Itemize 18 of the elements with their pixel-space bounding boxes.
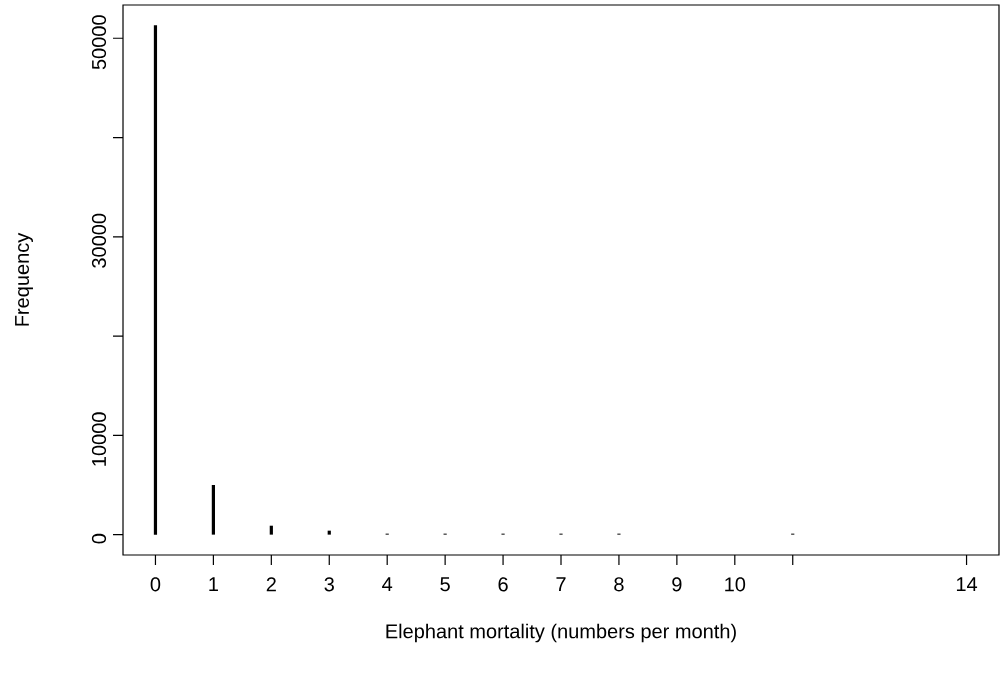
x-tick-label: 14 [956, 577, 978, 592]
y-tick-label: 50000 [91, 15, 107, 70]
x-tick-label: 2 [266, 577, 276, 592]
x-tick-label: 9 [672, 577, 682, 592]
x-tick-label: 5 [440, 577, 450, 592]
x-tick-label: 1 [209, 577, 218, 592]
x-tick-label: 8 [614, 577, 624, 592]
y-axis-title: Frequency [15, 232, 33, 326]
y-tick-label: 0 [91, 533, 107, 544]
y-tick-label: 10000 [91, 412, 107, 466]
x-tick-label: 7 [556, 577, 566, 592]
x-tick-label: 6 [498, 577, 508, 592]
x-axis-title: Elephant mortality (numbers per month) [386, 623, 736, 643]
x-tick-label: 0 [150, 577, 161, 592]
x-tick-label: 4 [382, 577, 393, 592]
x-tick-label: 3 [324, 577, 334, 592]
y-tick-label: 30000 [91, 213, 107, 268]
x-tick-label: 10 [725, 577, 746, 592]
